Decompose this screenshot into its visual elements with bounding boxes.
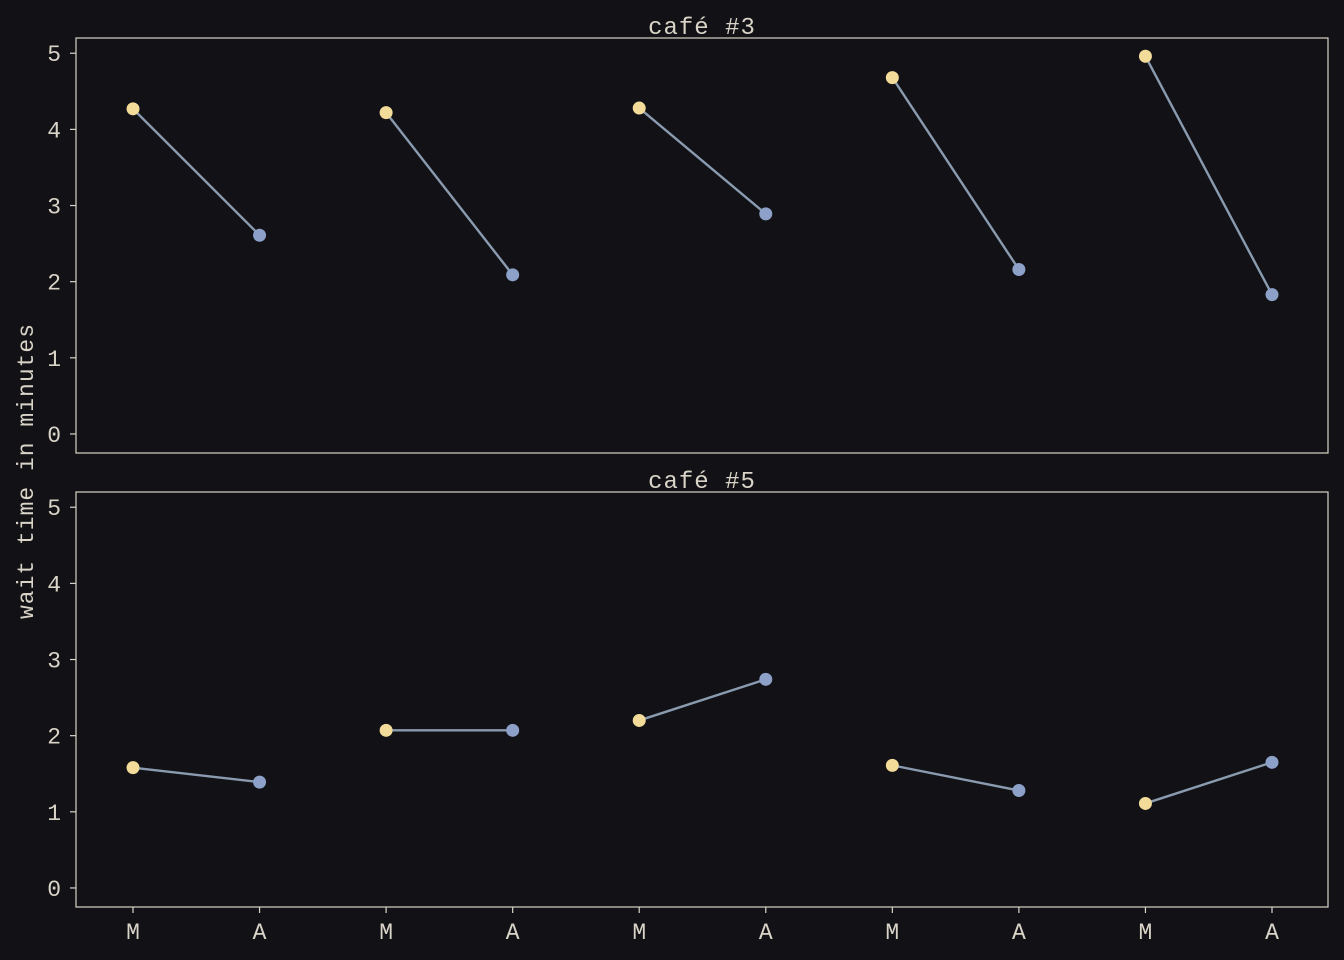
morning-point [1138,796,1152,810]
morning-point [885,71,899,85]
pair-line [132,766,260,784]
afternoon-point [1012,262,1026,276]
y-tick-label: 0 [47,423,61,449]
pair-line [1144,55,1274,296]
panel-frame [75,37,1329,454]
pair-line [132,107,261,237]
afternoon-point [1012,783,1026,797]
x-tick-label: M [885,920,899,946]
y-tick-label: 1 [47,347,61,373]
panel-title: café #5 [648,469,756,496]
pair-line [385,111,514,276]
y-axis-label: wait time in minutes [14,323,40,619]
afternoon-point [1265,288,1279,302]
x-tick-label: A [506,920,520,946]
panel-2: café #5 0 1 2 3 4 5 M A M A M A M A M A [47,469,1329,946]
x-tick-label: A [1265,920,1279,946]
y-tick-label: 5 [47,496,61,522]
morning-point [632,713,646,727]
pair-line [892,764,1020,792]
pair-line [638,678,767,722]
y-tick-label: 5 [47,42,61,68]
afternoon-point [1265,755,1279,769]
y-tick-label: 0 [47,877,61,903]
morning-point [126,102,140,116]
morning-point [379,106,393,120]
x-tick-label: M [632,920,646,946]
pair-line [891,76,1020,271]
y-tick-label: 3 [47,649,61,675]
y-tick-label: 4 [47,118,61,144]
afternoon-point [506,723,520,737]
x-tick-label: M [1139,920,1153,946]
afternoon-point [253,228,267,242]
afternoon-point [759,207,773,221]
pair-line [638,107,767,215]
afternoon-point [253,775,267,789]
x-tick-label: M [126,920,140,946]
x-tick-label: A [253,920,267,946]
x-tick-label: M [379,920,393,946]
y-tick-label: 4 [47,572,61,598]
afternoon-point [506,268,520,282]
x-tick-label: A [759,920,773,946]
y-tick-label: 2 [47,725,61,751]
y-tick-label: 3 [47,195,61,221]
morning-point [885,758,899,772]
y-tick-label: 1 [47,801,61,827]
afternoon-point [759,672,773,686]
panel-1: café #3 0 1 2 3 4 5 [47,15,1329,454]
x-tick-label: A [1012,920,1026,946]
morning-point [126,761,140,775]
y-tick-label: 2 [47,271,61,297]
pair-line [1145,761,1273,805]
panel-title: café #3 [648,15,756,42]
morning-point [379,723,393,737]
morning-point [632,101,646,115]
morning-point [1138,49,1152,63]
